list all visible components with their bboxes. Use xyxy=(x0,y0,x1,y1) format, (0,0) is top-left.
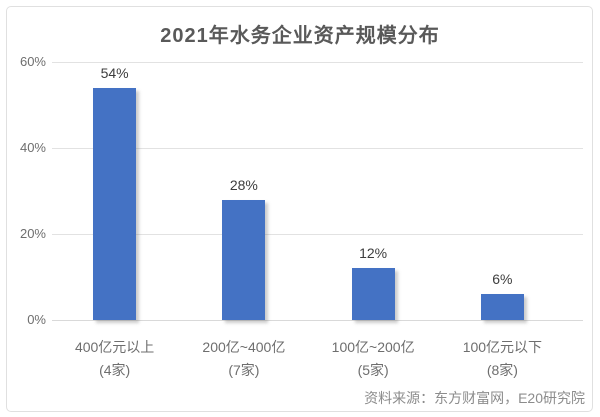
bar xyxy=(93,88,137,320)
bar-group: 54% 400亿元以上 (4家) xyxy=(50,62,179,378)
category-range: 400亿元以上 xyxy=(74,339,155,355)
y-tick-label: 20% xyxy=(19,226,46,241)
category-label: 400亿元以上 (4家) xyxy=(38,336,191,382)
bar xyxy=(480,294,524,320)
bar-group: 28% 200亿~400亿 (7家) xyxy=(179,62,308,378)
category-range: 100亿~200亿 xyxy=(331,339,415,355)
category-label: 100亿元以下 (8家) xyxy=(426,336,579,382)
value-label: 28% xyxy=(229,177,258,193)
gridline-20% xyxy=(52,234,583,235)
value-label: 6% xyxy=(492,271,513,287)
plot-area xyxy=(52,62,583,321)
category-label: 200亿~400亿 (7家) xyxy=(167,336,320,382)
bars-container: 54% 400亿元以上 (4家) 28% 200亿~400亿 (7家) 12% 100亿~20… xyxy=(50,62,567,378)
value-label: 54% xyxy=(100,65,129,81)
category-range: 100亿元以下 xyxy=(462,339,543,355)
category-count: (4家) xyxy=(99,362,131,378)
category-count: (7家) xyxy=(228,362,260,378)
gridline-60% xyxy=(52,62,583,63)
y-tick-label: 60% xyxy=(19,54,46,69)
bar-group: 6% 100亿元以下 (8家) xyxy=(438,62,567,378)
bar xyxy=(351,268,395,320)
gridline-0% xyxy=(52,320,583,321)
y-axis-labels: 0% 20% 40% 60% xyxy=(4,54,46,327)
source-text: 资料来源：东方财富网，E20研究院 xyxy=(364,390,585,406)
category-count: (5家) xyxy=(357,362,389,378)
bar xyxy=(222,200,266,320)
bar-group: 12% 100亿~200亿 (5家) xyxy=(309,62,438,378)
category-range: 200亿~400亿 xyxy=(202,339,286,355)
category-label: 100亿~200亿 (5家) xyxy=(297,336,450,382)
y-tick-label: 0% xyxy=(27,312,46,327)
value-label: 12% xyxy=(359,245,388,261)
chart-title: 2021年水务企业资产规模分布 xyxy=(160,25,440,47)
y-tick-label: 40% xyxy=(19,140,46,155)
category-count: (8家) xyxy=(486,362,518,378)
gridline-40% xyxy=(52,148,583,149)
